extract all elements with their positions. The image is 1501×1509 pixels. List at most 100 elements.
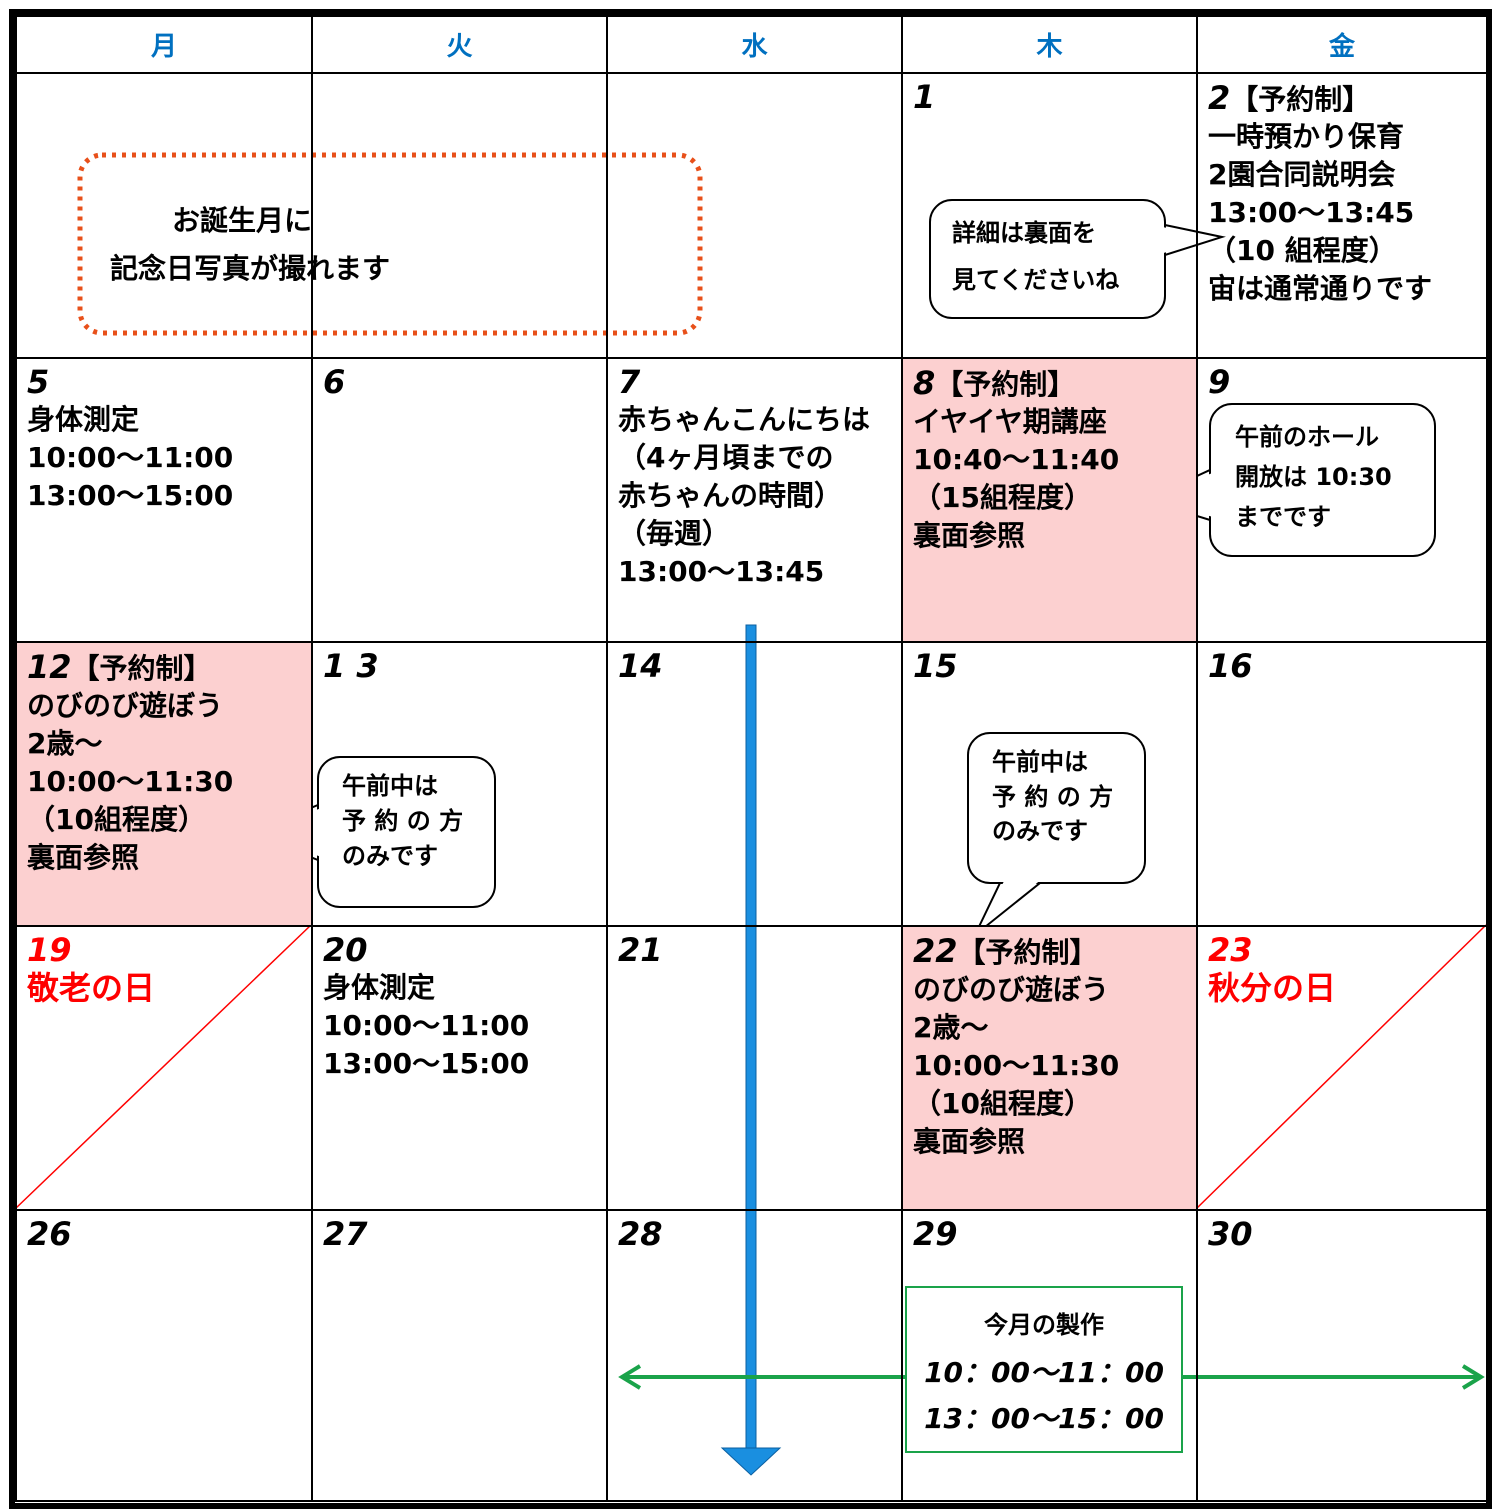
date-line: 20 [323,931,596,969]
event-line: 10:00～11:00 [27,441,234,474]
event-line: 13:00～15:00 [323,1047,530,1080]
date-line: 27 [323,1215,596,1253]
callout-box [77,152,703,336]
event-line: 身体測定 [27,403,140,436]
day-cell: 8【予約制】 イヤイヤ期講座 10:40～11:40 （15組程度） 裏面参照 [901,357,1198,643]
date-line: 1 3 [323,647,596,685]
event-line: 13:00～13:45 [618,555,825,588]
event-line: 13:00～13:45 [1208,196,1415,229]
day-cell: 1 3 [311,641,608,927]
day-cell: 6 [311,357,608,643]
blue-arrowhead [720,1447,782,1476]
event-line: 宙は通常通りです [1208,272,1433,305]
date: 23 [1208,931,1253,969]
day-cell: 22【予約制】 のびのび遊ぼう 2歳～ 10:00～11:30 （10組程度） 裏面参照 [901,925,1198,1211]
event-line: （10組程度） [27,803,206,836]
event-line: 一時預かり保育 [1208,120,1405,153]
date: 20 [323,931,368,969]
callout-text: 13：00～15：00 [924,1402,1164,1435]
reservation-tag: 【予約制】 [957,936,1098,969]
callout-text: 予 約 の 方 [992,783,1113,811]
callout-text: 午前中は [992,748,1088,776]
date-line: 1 [913,78,1186,116]
day-header: 月 [15,15,313,74]
day-cell [311,72,608,359]
tail-cover [978,879,1041,931]
callout-box [929,199,1166,319]
callout-text: 今月の製作 [984,1311,1104,1339]
diagonal-line [1195,924,1487,1210]
callout-text: までです [1235,503,1331,531]
day-cell: 12【予約制】 のびのび遊ぼう 2歳～ 10:00～11:30 （10組程度） 裏面参照 [15,641,313,927]
day-cell: 1 [901,72,1198,359]
date-line: 30 [1208,1215,1476,1253]
date: 27 [323,1215,368,1253]
event-line: イヤイヤ期講座 [913,405,1107,438]
day-cell: 16 [1196,641,1488,927]
event-line: （15組程度） [913,481,1092,514]
date-line: 14 [618,647,891,685]
date: 14 [618,647,663,685]
day-cell: 29 [901,1209,1198,1502]
day-cell: 20 身体測定 10:00～11:00 13:00～15:00 [311,925,608,1211]
day-cell: 27 [311,1209,608,1502]
event-line: 2歳～ [27,727,103,760]
event-line: 10:00～11:30 [27,765,234,798]
tail-cover [1161,226,1217,254]
date-line: 22【予約制】 [913,931,1186,971]
event-line: 敬老の日 [27,969,156,1007]
event-line: 秋分の日 [1208,969,1337,1007]
callout-text: お誕生月に [172,204,312,237]
event-line: 10:00～11:00 [323,1009,530,1042]
day-cell: 26 [15,1209,313,1502]
date-line: 16 [1208,647,1476,685]
date: 8 [913,364,936,402]
day-header: 水 [606,15,903,74]
date: 28 [618,1215,663,1253]
day-cell: 28 [606,1209,903,1502]
day-label: 木 [1036,32,1063,62]
day-header: 火 [311,15,608,74]
day-cell: 21 [606,925,903,1211]
event-line: 10:40～11:40 [913,443,1120,476]
date: 26 [27,1215,72,1253]
event-line: 10:00～11:30 [913,1049,1120,1082]
event-line: 赤ちゃんこんにちは [618,403,871,436]
date: 21 [618,931,663,969]
event-line: 2園合同説明会 [1208,158,1396,191]
date-line: 12【予約制】 [27,647,301,687]
date: 30 [1208,1215,1253,1253]
event-line: 裏面参照 [913,1125,1026,1158]
date-line: 29 [913,1215,1186,1253]
event-line: 裏面参照 [913,519,1026,552]
date-line: 6 [323,363,596,401]
date: 29 [913,1215,958,1253]
day-cell: 7 赤ちゃんこんにちは （4ヶ月頃までの 赤ちゃんの時間） （毎週） 13:00～13:4… [606,357,903,643]
date: 2 [1208,79,1231,117]
day-label: 月 [150,32,177,62]
date-line: 7 [618,363,891,401]
date-line: 26 [27,1215,301,1253]
day-cell: 19 敬老の日 [15,925,313,1211]
event-line: （10組程度） [913,1087,1092,1120]
day-cell [606,72,903,359]
event-line: 身体測定 [323,971,436,1004]
date-line: 23 [1208,931,1476,969]
event-line: 赤ちゃんの時間） [618,479,843,512]
callout-text: のみです [992,817,1088,845]
event-line: 裏面参照 [27,841,140,874]
event-line: （4ヶ月頃までの [618,441,834,474]
day-header: 金 [1196,15,1488,74]
green-arrowhead [618,1364,642,1390]
date-line: 28 [618,1215,891,1253]
date-line: 21 [618,931,891,969]
day-label: 金 [1328,32,1355,62]
day-label: 火 [446,32,473,62]
date-line: 8【予約制】 [913,363,1186,403]
day-cell: 5 身体測定 10:00～11:00 13:00～15:00 [15,357,313,643]
day-cell: 15 [901,641,1198,927]
date: 6 [323,363,346,401]
event-line: （10 組程度） [1208,234,1397,267]
day-cell: 14 [606,641,903,927]
